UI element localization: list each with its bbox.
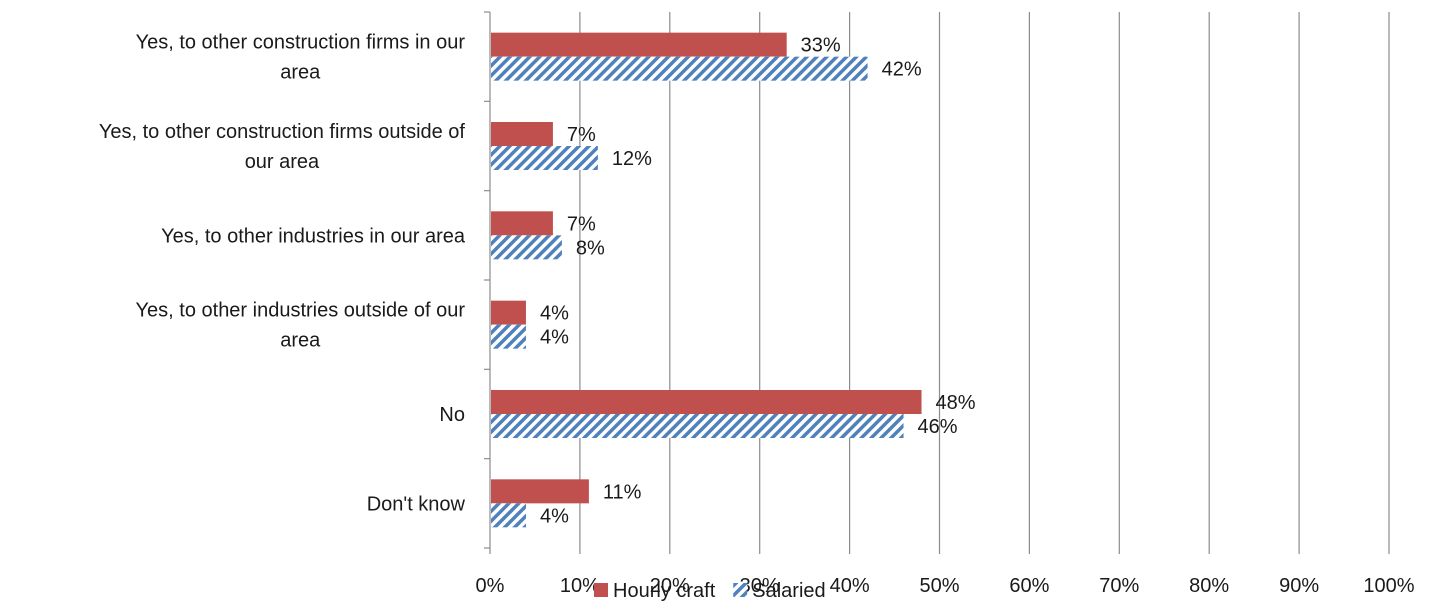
x-tick-label: 10%	[560, 575, 600, 597]
bar-hourly-craft	[491, 32, 787, 57]
data-label: 4%	[540, 303, 569, 325]
legend: Hourly craft Salaried	[594, 580, 826, 602]
x-tick-labels: 0% 10% 20% 30% 40% 50% 60% 70% 80% 90% 100%	[476, 575, 1415, 597]
data-label: 4%	[540, 327, 569, 349]
legend-label-salaried: Salaried	[752, 580, 825, 602]
bar-salaried	[491, 235, 562, 260]
legend-swatch-hourly-craft	[594, 583, 608, 597]
bar-hourly-craft	[491, 300, 526, 325]
category-label: Yes, to other industries outside of our	[136, 300, 466, 322]
bar-hourly-craft	[491, 479, 589, 504]
x-tick-label: 30%	[740, 575, 780, 597]
x-tick-label: 20%	[650, 575, 690, 597]
category-label: Don't know	[367, 493, 466, 515]
category-label: No	[439, 404, 465, 426]
bar-salaried	[491, 56, 868, 81]
data-label: 7%	[567, 213, 596, 235]
bar-salaried	[491, 324, 526, 349]
x-tick-label: 100%	[1363, 575, 1414, 597]
bar-hourly-craft	[491, 122, 553, 146]
data-label: 42%	[882, 59, 922, 81]
data-label: 4%	[540, 505, 569, 527]
x-tick-label: 60%	[1009, 575, 1049, 597]
data-label: 46%	[918, 416, 958, 438]
x-tick-label: 40%	[830, 575, 870, 597]
legend-label-hourly-craft: Hourly craft	[613, 580, 716, 602]
category-label: Yes, to other construction firms outside…	[99, 121, 466, 143]
category-labels: Yes, to other construction firms in our a…	[99, 32, 466, 516]
axes	[484, 11, 1390, 554]
x-tick-label: 80%	[1189, 575, 1229, 597]
data-label: 8%	[576, 237, 605, 259]
legend-swatch-salaried	[733, 583, 748, 597]
bar-salaried	[491, 414, 904, 438]
bar-salaried	[491, 503, 526, 528]
data-label: 48%	[936, 392, 976, 414]
category-label: area	[280, 62, 321, 84]
category-label: area	[280, 330, 321, 352]
data-label: 7%	[567, 124, 596, 146]
data-label: 33%	[801, 35, 841, 57]
data-label: 12%	[612, 148, 652, 170]
x-tick-label: 70%	[1099, 575, 1139, 597]
data-label: 11%	[603, 481, 642, 503]
bar-hourly-craft	[491, 390, 922, 414]
bars	[491, 32, 922, 528]
x-tick-label: 0%	[476, 575, 505, 597]
data-labels: 33%42%7%12%7%8%4%4%48%46%11%4%	[540, 35, 976, 528]
category-label: Yes, to other industries in our area	[161, 225, 466, 247]
bar-hourly-craft	[491, 211, 553, 236]
category-label: Yes, to other construction firms in our	[136, 32, 466, 54]
bar-salaried	[491, 146, 598, 170]
category-label: our area	[245, 151, 320, 173]
gridlines	[579, 12, 1390, 548]
x-tick-label: 90%	[1279, 575, 1319, 597]
x-tick-label: 50%	[919, 575, 959, 597]
